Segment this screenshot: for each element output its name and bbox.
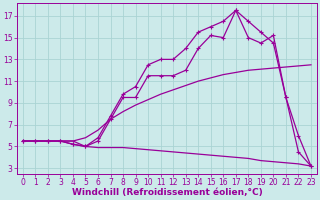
X-axis label: Windchill (Refroidissement éolien,°C): Windchill (Refroidissement éolien,°C) (72, 188, 262, 197)
